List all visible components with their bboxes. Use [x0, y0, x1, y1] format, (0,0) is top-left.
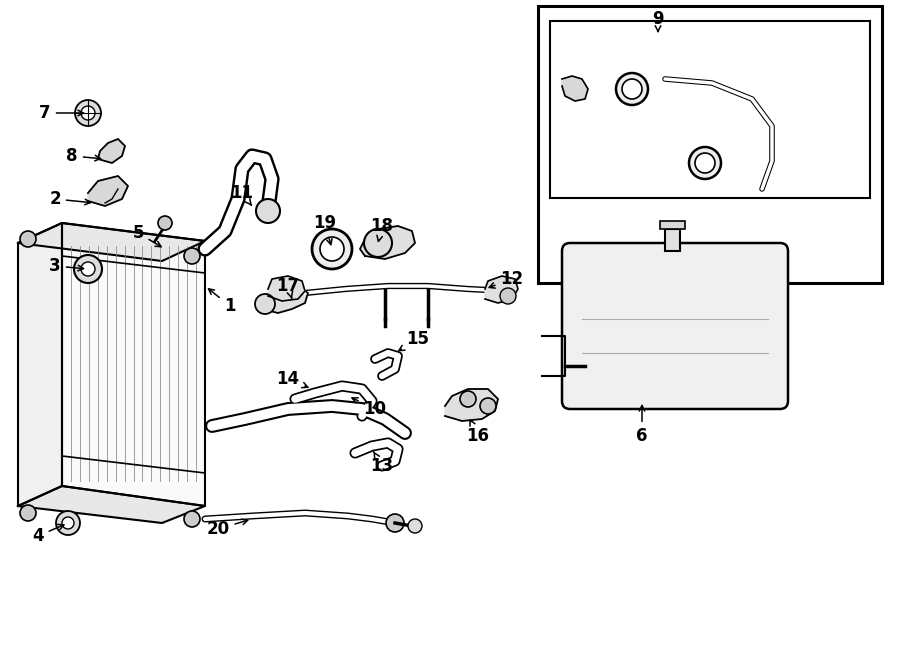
Text: 13: 13: [371, 452, 393, 475]
Text: 1: 1: [209, 289, 236, 315]
Bar: [660, 221, 685, 229]
Polygon shape: [360, 226, 415, 259]
Circle shape: [81, 106, 95, 120]
Polygon shape: [562, 76, 588, 101]
Circle shape: [689, 147, 721, 179]
Text: 11: 11: [230, 184, 254, 205]
Polygon shape: [485, 276, 518, 303]
Polygon shape: [62, 223, 205, 506]
Text: 18: 18: [371, 217, 393, 241]
Polygon shape: [262, 286, 308, 313]
Circle shape: [500, 288, 516, 304]
Text: 10: 10: [352, 398, 386, 418]
Circle shape: [255, 294, 275, 314]
Circle shape: [460, 391, 476, 407]
Circle shape: [695, 153, 715, 173]
Circle shape: [386, 514, 404, 532]
Text: 9: 9: [652, 10, 664, 32]
Text: 8: 8: [67, 147, 101, 165]
Polygon shape: [88, 176, 128, 206]
Circle shape: [20, 505, 36, 521]
Text: 5: 5: [132, 224, 161, 247]
Polygon shape: [268, 276, 305, 301]
Text: 6: 6: [636, 405, 648, 445]
Text: 19: 19: [313, 214, 337, 245]
Circle shape: [320, 237, 344, 261]
Bar: [664, 229, 680, 251]
Circle shape: [56, 511, 80, 535]
Circle shape: [81, 262, 95, 276]
Text: 16: 16: [466, 420, 490, 445]
Circle shape: [62, 517, 74, 529]
Circle shape: [20, 231, 36, 247]
Text: 12: 12: [490, 270, 524, 288]
FancyBboxPatch shape: [562, 243, 788, 409]
Text: 20: 20: [206, 519, 248, 538]
Text: 3: 3: [50, 257, 84, 275]
Text: 7: 7: [40, 104, 84, 122]
Text: 14: 14: [276, 370, 308, 388]
Circle shape: [364, 229, 392, 257]
Circle shape: [408, 519, 422, 533]
Polygon shape: [18, 486, 205, 523]
Circle shape: [312, 229, 352, 269]
Polygon shape: [18, 223, 205, 261]
Circle shape: [480, 398, 496, 414]
Circle shape: [184, 511, 200, 527]
Text: 17: 17: [276, 277, 300, 298]
Circle shape: [622, 79, 642, 99]
Circle shape: [616, 73, 648, 105]
Circle shape: [256, 199, 280, 223]
Text: 2: 2: [50, 190, 91, 208]
Circle shape: [158, 216, 172, 230]
Polygon shape: [18, 223, 62, 506]
Circle shape: [75, 100, 101, 126]
Polygon shape: [98, 139, 125, 163]
Bar: [538, 6, 882, 283]
Text: 15: 15: [399, 330, 429, 351]
Polygon shape: [445, 389, 498, 421]
Bar: [550, 21, 870, 198]
Circle shape: [74, 255, 102, 283]
Text: 4: 4: [32, 524, 64, 545]
Circle shape: [184, 248, 200, 264]
